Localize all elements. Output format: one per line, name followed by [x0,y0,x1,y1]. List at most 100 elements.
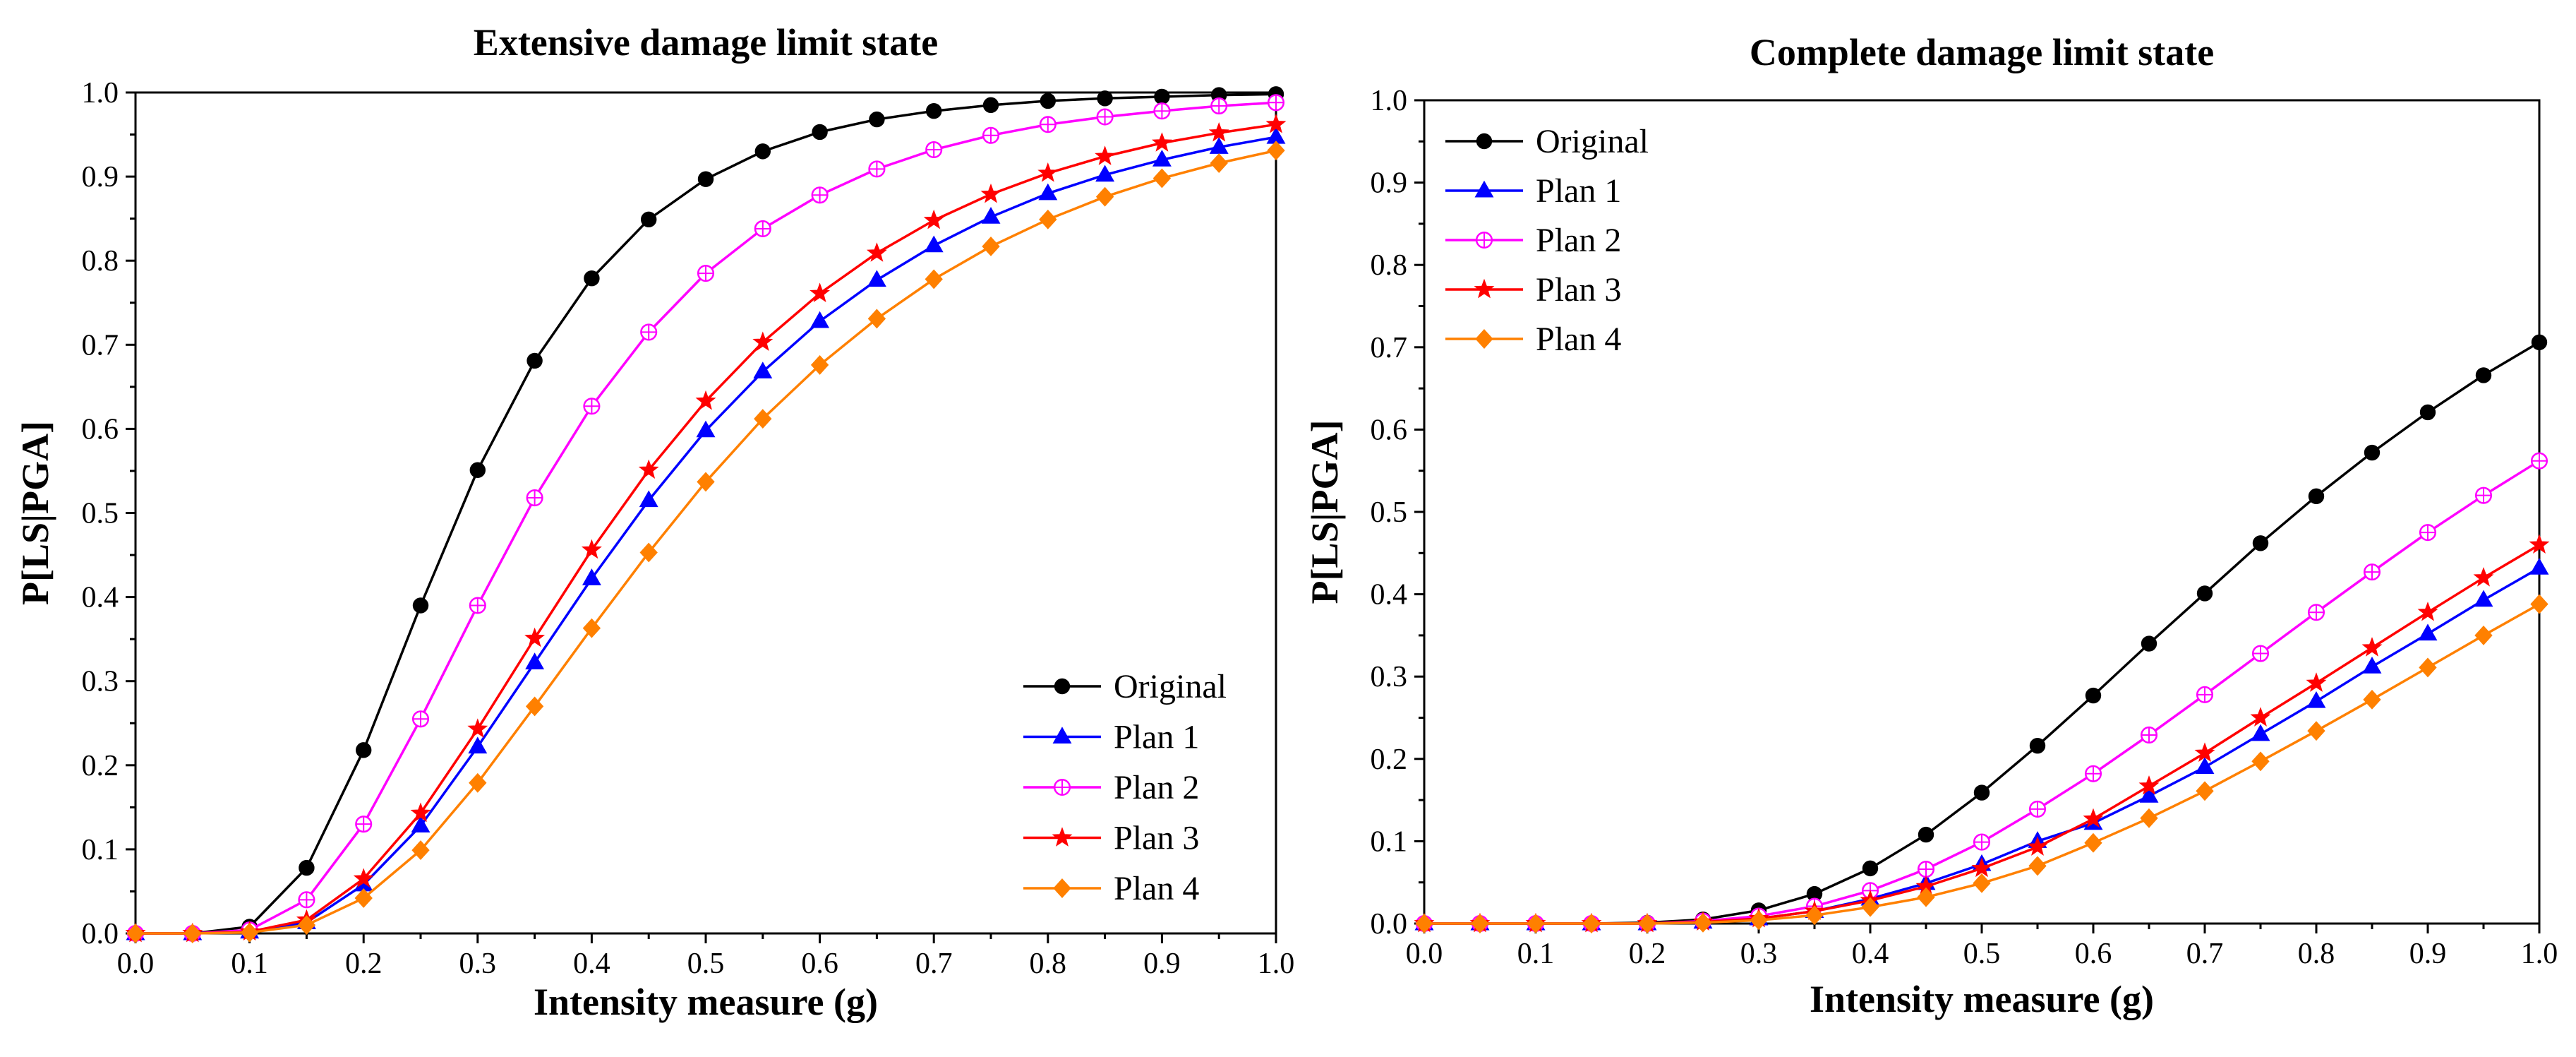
y-tick-label: 0.2 [1371,744,1408,776]
data-point-plan-4 [1973,873,1991,893]
legend-marker-original [1476,133,1493,150]
legend-label: Plan 4 [1114,870,1199,907]
data-point-plan-2 [2196,686,2214,703]
data-point-plan-1 [810,311,830,328]
y-tick-label: 1.0 [1371,85,1408,117]
data-point-plan-4 [754,409,772,429]
data-point-plan-1 [582,568,601,585]
data-point-plan-2 [1267,94,1285,112]
data-point-plan-2 [1210,97,1228,115]
data-point-plan-1 [411,816,431,833]
data-point-original [641,211,657,228]
series-plan-1 [126,126,1286,940]
series-line-plan-1 [136,136,1277,935]
y-tick-label: 0.1 [1371,825,1408,858]
data-point-plan-2 [982,126,1000,144]
data-point-plan-2 [640,323,658,341]
data-point-plan-4 [1694,912,1712,933]
legend-item-plan-1: Plan 1 [1445,172,1621,210]
data-point-original [2085,687,2102,704]
y-tick-label: 0.9 [82,161,119,193]
series-line-original [136,92,1277,935]
data-point-plan-4 [982,237,1000,256]
x-tick-label: 0.1 [1517,938,1555,970]
y-tick-label: 0.0 [1371,908,1408,940]
data-point-plan-4 [1750,910,1768,931]
data-point-plan-2 [2530,452,2548,470]
data-point-plan-4 [639,542,658,563]
y-tick-label: 0.8 [82,245,119,277]
y-tick-label: 1.0 [82,77,119,109]
data-point-original [2531,334,2548,351]
data-point-plan-4 [525,696,544,717]
data-point-plan-4 [354,888,373,908]
data-point-original [2475,367,2492,383]
data-point-original [2419,404,2436,421]
data-point-original [1918,826,1934,843]
data-point-plan-1 [2306,691,2326,708]
y-tick-label: 0.2 [82,750,119,782]
data-point-plan-4 [1861,897,1879,917]
data-point-plan-4 [582,618,601,638]
series-plan-4 [126,141,1285,943]
data-point-plan-2 [925,141,943,159]
data-point-plan-2 [411,710,430,728]
series-plan-3 [1414,534,2550,933]
x-tick-label: 0.6 [801,948,838,980]
data-point-plan-1 [924,235,944,253]
data-point-plan-1 [525,652,545,669]
legend-marker-plan-2 [1053,778,1071,796]
data-point-plan-4 [2419,657,2437,678]
data-point-plan-3 [1151,132,1172,152]
x-tick-label: 0.3 [1740,938,1778,970]
data-point-plan-2 [355,816,373,833]
x-tick-label: 0.4 [1852,938,1889,970]
x-tick-label: 0.3 [459,948,497,980]
series-original [127,86,1284,942]
legend-item-original: Original [1023,668,1227,705]
data-point-plan-3 [2361,637,2383,657]
data-point-plan-4 [1917,887,1935,907]
legend-label: Plan 1 [1114,719,1199,756]
data-point-plan-4 [697,472,715,492]
data-point-plan-4 [1582,914,1601,933]
data-point-plan-2 [469,597,486,614]
y-tick-label: 0.5 [1371,496,1408,529]
data-point-original [469,462,486,478]
legend-label: Plan 2 [1114,769,1199,806]
x-tick-label: 0.9 [1143,948,1181,980]
data-point-original [982,97,999,114]
data-point-original [754,143,771,160]
data-point-plan-3 [2473,567,2494,587]
data-point-plan-4 [2363,689,2381,710]
legend-item-plan-3: Plan 3 [1023,820,1199,857]
data-point-plan-3 [2083,808,2104,828]
data-point-plan-1 [2251,724,2270,741]
data-point-plan-1 [468,736,488,754]
data-point-plan-3 [923,209,944,229]
data-point-plan-2 [1153,102,1171,120]
data-point-plan-2 [2307,604,2325,621]
data-point-plan-1 [2474,590,2493,607]
data-point-plan-2 [1917,860,1935,878]
y-tick-label: 0.4 [1371,579,1408,611]
data-point-original [812,124,828,141]
legend: Original Plan 1 Plan 2 Plan 3 Plan 4 [1023,668,1227,907]
legend-item-plan-1: Plan 1 [1023,719,1199,756]
y-tick-label: 0.1 [82,834,119,866]
legend-marker-plan-1 [1052,727,1072,744]
legend-label: Plan 4 [1536,321,1621,358]
data-point-plan-4 [469,772,487,793]
data-point-original [412,597,429,614]
data-point-plan-2 [2251,645,2270,662]
data-point-plan-3 [2250,707,2271,727]
y-tick-label: 0.5 [82,498,119,530]
x-tick-label: 0.8 [1030,948,1067,980]
x-tick-label: 0.4 [573,948,610,980]
legend-marker-plan-1 [1474,180,1494,198]
data-point-plan-2 [2474,486,2493,504]
data-point-plan-1 [639,490,658,508]
data-point-original [1040,92,1057,109]
data-point-plan-3 [2529,534,2550,554]
legend-label: Original [1114,668,1227,705]
